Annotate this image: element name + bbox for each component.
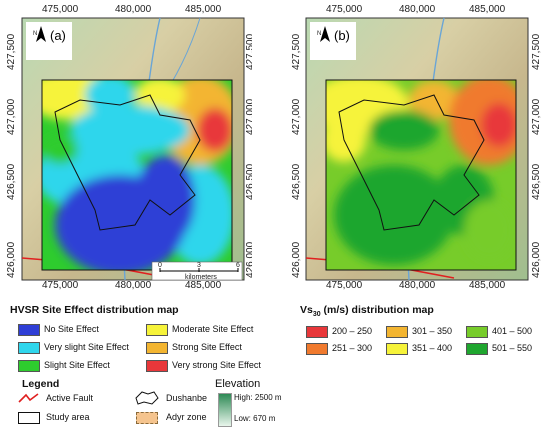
x-tick-bottom-2: 480,000 xyxy=(115,280,152,290)
y-tick-left-4: 426,000 xyxy=(291,241,302,278)
study-area-icon xyxy=(18,412,40,424)
legend-label: 200 – 250 xyxy=(332,326,373,336)
swatch-401-500 xyxy=(466,326,488,338)
svg-text:N: N xyxy=(317,31,321,37)
elevation-gradient-bar xyxy=(218,393,232,427)
general-legend-title: Legend xyxy=(22,378,60,390)
y-tick-right-1: 427,500 xyxy=(245,33,252,70)
north-arrow-icon: N xyxy=(26,22,72,60)
x-tick-bottom-3: 485,000 xyxy=(185,280,222,290)
scale-bar: 0 3 6 kilometers xyxy=(151,261,243,281)
legend-label: Moderate Site Effect xyxy=(172,324,254,334)
vs30-title-sub: 30 xyxy=(312,311,321,319)
scale-tick-6: 6 xyxy=(236,262,240,269)
x-tick-bottom-3: 485,000 xyxy=(469,280,506,290)
swatch-301-350 xyxy=(386,326,408,338)
y-tick-right-4: 426,000 xyxy=(245,241,252,278)
adyr-zone-label: Adyr zone xyxy=(166,412,207,422)
x-tick-top-2: 480,000 xyxy=(399,4,436,15)
vs30-legend-title: Vs30 (m/s) distribution map xyxy=(300,304,434,318)
legend-label: 251 – 300 xyxy=(332,343,373,353)
y-tick-right-2: 427,000 xyxy=(245,98,252,135)
y-tick-right-1: 427,500 xyxy=(531,33,542,70)
active-fault-icon xyxy=(18,393,39,403)
adyr-zone-icon xyxy=(136,412,158,424)
vs30-distribution-map: N (b) 475,000 480,000 485,000 475,000 48… xyxy=(290,0,542,290)
legend-label: No Site Effect xyxy=(44,324,99,334)
x-tick-top-3: 485,000 xyxy=(185,4,222,15)
hvsr-legend-title: HVSR Site Effect distribution map xyxy=(10,304,179,316)
legend-label: Very slight Site Effect xyxy=(44,342,129,352)
scale-tick-0: 0 xyxy=(158,262,162,269)
scale-tick-3: 3 xyxy=(197,262,201,269)
y-tick-right-3: 426,500 xyxy=(531,163,542,200)
panel-label-b: (b) xyxy=(334,28,350,43)
dushanbe-label: Dushanbe xyxy=(166,393,208,403)
active-fault-label: Active Fault xyxy=(46,393,94,403)
x-tick-top-1: 475,000 xyxy=(42,4,79,15)
scale-unit: kilometers xyxy=(185,274,217,281)
hvsr-site-effect-map: 0 3 6 kilometers N (a) 475,000 480,000 4… xyxy=(0,0,252,290)
swatch-strong-site-effect xyxy=(146,342,168,354)
y-tick-left-2: 427,000 xyxy=(291,98,302,135)
elevation-title: Elevation xyxy=(215,378,261,390)
swatch-501-550 xyxy=(466,343,488,355)
y-tick-left-4: 426,000 xyxy=(6,241,17,278)
vs30-title-suffix: (m/s) distribution map xyxy=(320,304,434,316)
site-effect-surface xyxy=(42,80,232,270)
legend-label: 351 – 400 xyxy=(412,343,453,353)
x-tick-bottom-1: 475,000 xyxy=(42,280,79,290)
y-tick-left-2: 427,000 xyxy=(6,98,17,135)
legend-label: 501 – 550 xyxy=(492,343,533,353)
swatch-slight-site-effect xyxy=(18,360,40,372)
y-tick-right-2: 427,000 xyxy=(531,98,542,135)
panel-label-a: (a) xyxy=(50,28,66,43)
legend-label: 401 – 500 xyxy=(492,326,533,336)
swatch-very-strong-site-effect xyxy=(146,360,168,372)
swatch-very-slight-site-effect xyxy=(18,342,40,354)
y-tick-left-3: 426,500 xyxy=(291,163,302,200)
x-tick-top-2: 480,000 xyxy=(115,4,152,15)
svg-text:N: N xyxy=(33,31,37,37)
x-tick-top-3: 485,000 xyxy=(469,4,506,15)
y-tick-left-1: 427,500 xyxy=(6,33,17,70)
north-arrow-icon: N xyxy=(310,22,356,60)
vs30-surface xyxy=(326,80,516,270)
x-tick-bottom-2: 480,000 xyxy=(399,280,436,290)
y-tick-right-3: 426,500 xyxy=(245,163,252,200)
legend-label: Strong Site Effect xyxy=(172,342,242,352)
swatch-351-400 xyxy=(386,343,408,355)
legend-label: Very strong Site Effect xyxy=(172,360,261,370)
legend-label: 301 – 350 xyxy=(412,326,453,336)
swatch-200-250 xyxy=(306,326,328,338)
y-tick-right-4: 426,000 xyxy=(531,241,542,278)
legend-label: Slight Site Effect xyxy=(44,360,110,370)
elevation-high-label: High: 2500 m xyxy=(234,393,282,402)
swatch-251-300 xyxy=(306,343,328,355)
swatch-moderate-site-effect xyxy=(146,324,168,336)
study-area-label: Study area xyxy=(46,412,90,422)
dushanbe-icon xyxy=(135,391,159,405)
y-tick-left-3: 426,500 xyxy=(6,163,17,200)
dushanbe-boundary xyxy=(338,94,485,231)
vs30-title-prefix: Vs xyxy=(300,304,313,316)
x-tick-top-1: 475,000 xyxy=(326,4,363,15)
y-tick-left-1: 427,500 xyxy=(291,33,302,70)
x-tick-bottom-1: 475,000 xyxy=(326,280,363,290)
swatch-no-site-effect xyxy=(18,324,40,336)
elevation-low-label: Low: 670 m xyxy=(234,414,276,423)
dushanbe-boundary xyxy=(54,94,201,231)
